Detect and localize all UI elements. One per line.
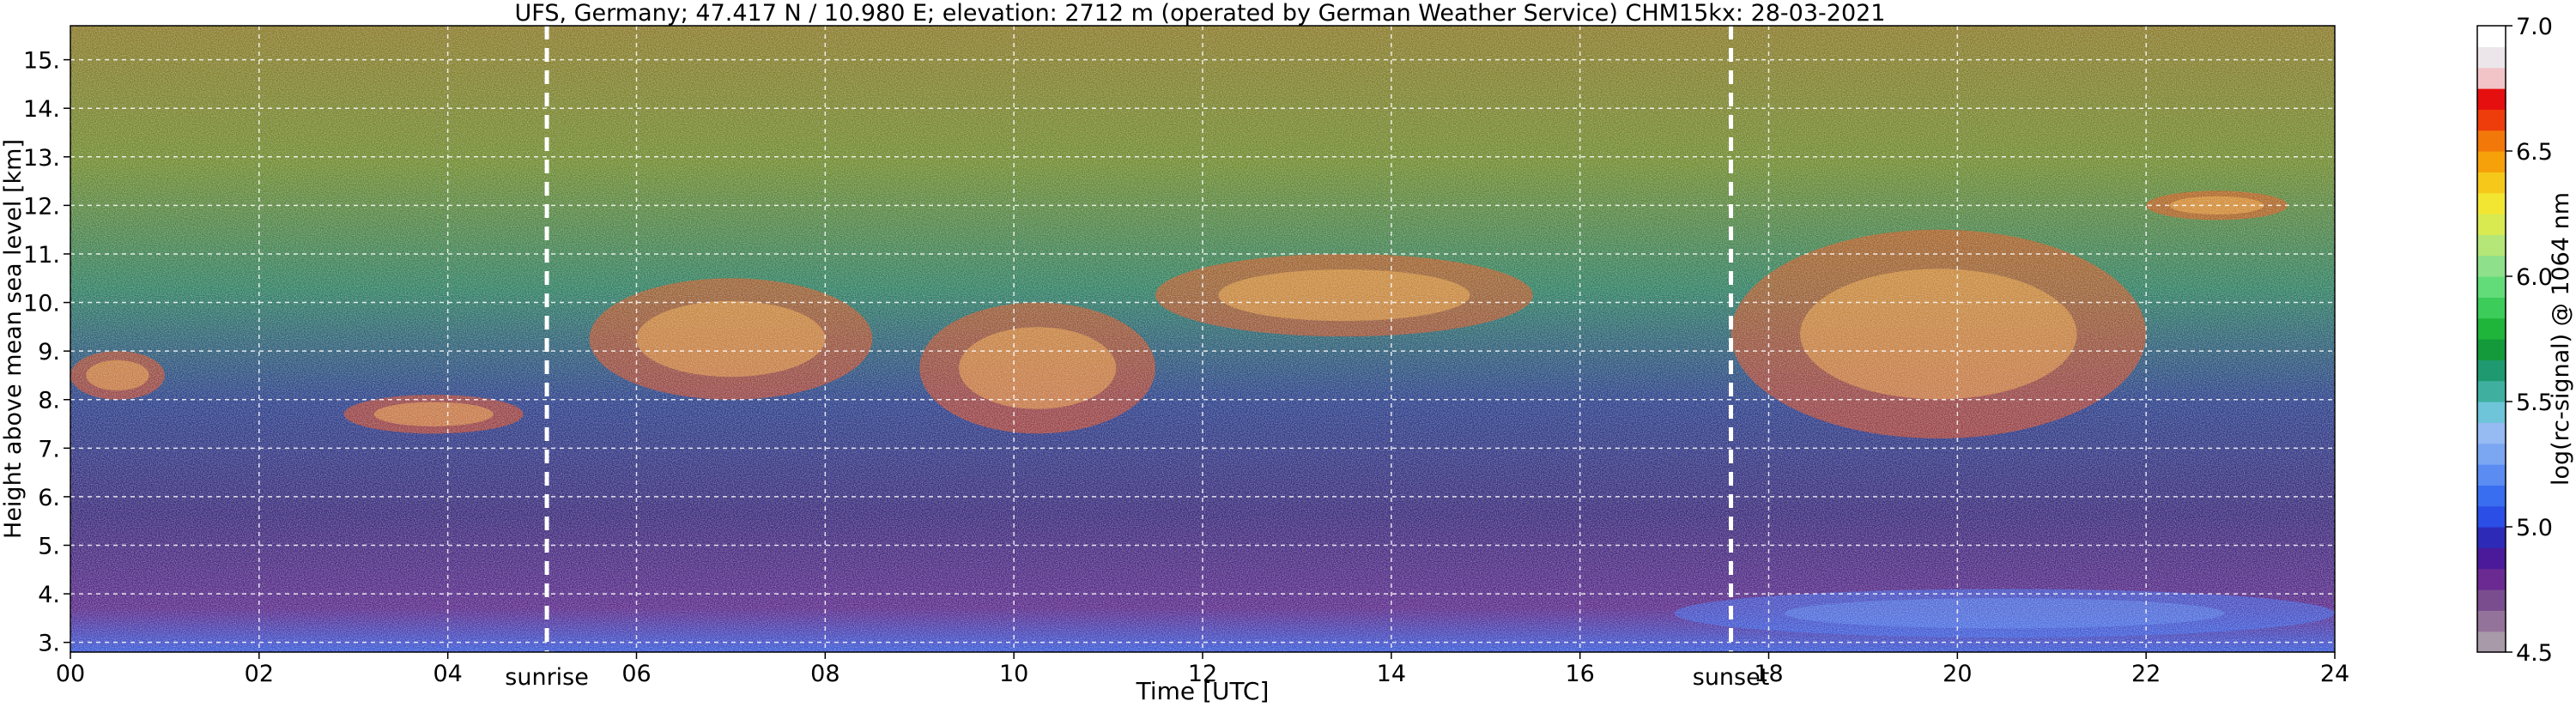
colorbar-cell: [2477, 130, 2506, 152]
x-axis: 00 02 04 06 08 10 12 14 16 18 20 22 24: [56, 652, 2349, 687]
colorbar-cell: [2477, 527, 2506, 548]
chart-title: UFS, Germany; 47.417 N / 10.980 E; eleva…: [515, 0, 1886, 27]
x-tick-label: 20: [1943, 661, 1972, 687]
colorbar-tick-label: 4.5: [2516, 640, 2553, 667]
y-axis-label: Height above mean sea level [km]: [0, 139, 27, 539]
colorbar-tick-label: 5.5: [2516, 390, 2553, 416]
colorbar-tick-label: 6.0: [2516, 264, 2553, 291]
colorbar-cell: [2477, 631, 2506, 653]
colorbar-cell: [2477, 255, 2506, 277]
y-tick-label: 10.: [23, 291, 60, 317]
colorbar-cells: [2477, 26, 2506, 653]
x-tick-label: 08: [810, 661, 839, 687]
y-tick-label: 4.: [38, 582, 60, 608]
x-tick-label: 22: [2131, 661, 2161, 687]
y-tick-label: 8.: [38, 388, 60, 414]
y-axis: 3. 4. 5. 6. 7. 8. 9. 10. 11. 12. 13. 14. 15.: [23, 48, 70, 657]
y-tick-label: 5.: [38, 534, 60, 560]
y-tick-label: 7.: [38, 436, 60, 462]
colorbar-cell: [2477, 339, 2506, 360]
colorbar-cell: [2477, 317, 2506, 340]
x-axis-label: Time [UTC]: [1136, 677, 1270, 705]
colorbar-cell: [2477, 88, 2506, 110]
x-tick-label: 04: [433, 661, 462, 687]
sunrise-label: sunrise: [505, 664, 589, 691]
colorbar-cell: [2477, 109, 2506, 131]
colorbar-cell: [2477, 589, 2506, 611]
colorbar-cell: [2477, 422, 2506, 444]
colorbar-cell: [2477, 297, 2506, 319]
y-tick-label: 3.: [38, 631, 60, 657]
colorbar-cell: [2477, 443, 2506, 465]
y-tick-label: 9.: [38, 339, 60, 366]
colorbar-cell: [2477, 485, 2506, 507]
y-tick-label: 11.: [23, 242, 60, 269]
colorbar-cell: [2477, 276, 2506, 298]
colorbar-cell: [2477, 46, 2506, 69]
x-tick-label: 14: [1377, 661, 1406, 687]
colorbar: 4.5 5.0 5.5 6.0 6.5 7.0 log(rc-signal) @ 1064…: [2476, 14, 2574, 667]
colorbar-cell: [2477, 234, 2506, 257]
x-tick-label: 18: [1754, 661, 1783, 687]
colorbar-cell: [2477, 610, 2506, 632]
x-tick-label: 16: [1565, 661, 1594, 687]
sunset-label: sunset: [1693, 664, 1770, 691]
y-tick-label: 14.: [23, 96, 60, 123]
colorbar-tick-label: 7.0: [2516, 14, 2553, 40]
colorbar-cell: [2477, 151, 2506, 172]
colorbar-tick-label: 6.5: [2516, 139, 2553, 166]
colorbar-cell: [2477, 505, 2506, 528]
colorbar-cell: [2477, 547, 2506, 570]
x-tick-label: 12: [1188, 661, 1217, 687]
y-tick-label: 6.: [38, 485, 60, 511]
colorbar-tick-label: 5.0: [2516, 515, 2553, 541]
colorbar-cell: [2477, 568, 2506, 590]
colorbar-cell: [2477, 380, 2506, 402]
x-tick-label: 10: [999, 661, 1028, 687]
colorbar-cell: [2477, 214, 2506, 235]
plot-area: sunrise sunset: [70, 25, 2336, 691]
colorbar-cell: [2477, 67, 2506, 89]
y-tick-label: 12.: [23, 193, 60, 220]
colorbar-cell: [2477, 464, 2506, 486]
x-tick-label: 02: [245, 661, 274, 687]
colorbar-cell: [2477, 360, 2506, 382]
colorbar-cell: [2477, 192, 2506, 215]
y-tick-label: 13.: [23, 145, 60, 172]
x-tick-label: 00: [56, 661, 85, 687]
x-tick-label: 24: [2320, 661, 2349, 687]
colorbar-cell: [2477, 26, 2506, 47]
colorbar-ticks: 4.5 5.0 5.5 6.0 6.5 7.0: [2506, 14, 2553, 667]
x-tick-label: 06: [621, 661, 651, 687]
colorbar-cell: [2477, 402, 2506, 423]
colorbar-frame: [2476, 25, 2506, 653]
sun-markers: sunrise sunset: [505, 26, 1769, 691]
colorbar-cell: [2477, 172, 2506, 194]
y-tick-label: 15.: [23, 48, 60, 75]
colorbar-label: log(rc-signal) @ 1064 nm: [2548, 192, 2574, 486]
